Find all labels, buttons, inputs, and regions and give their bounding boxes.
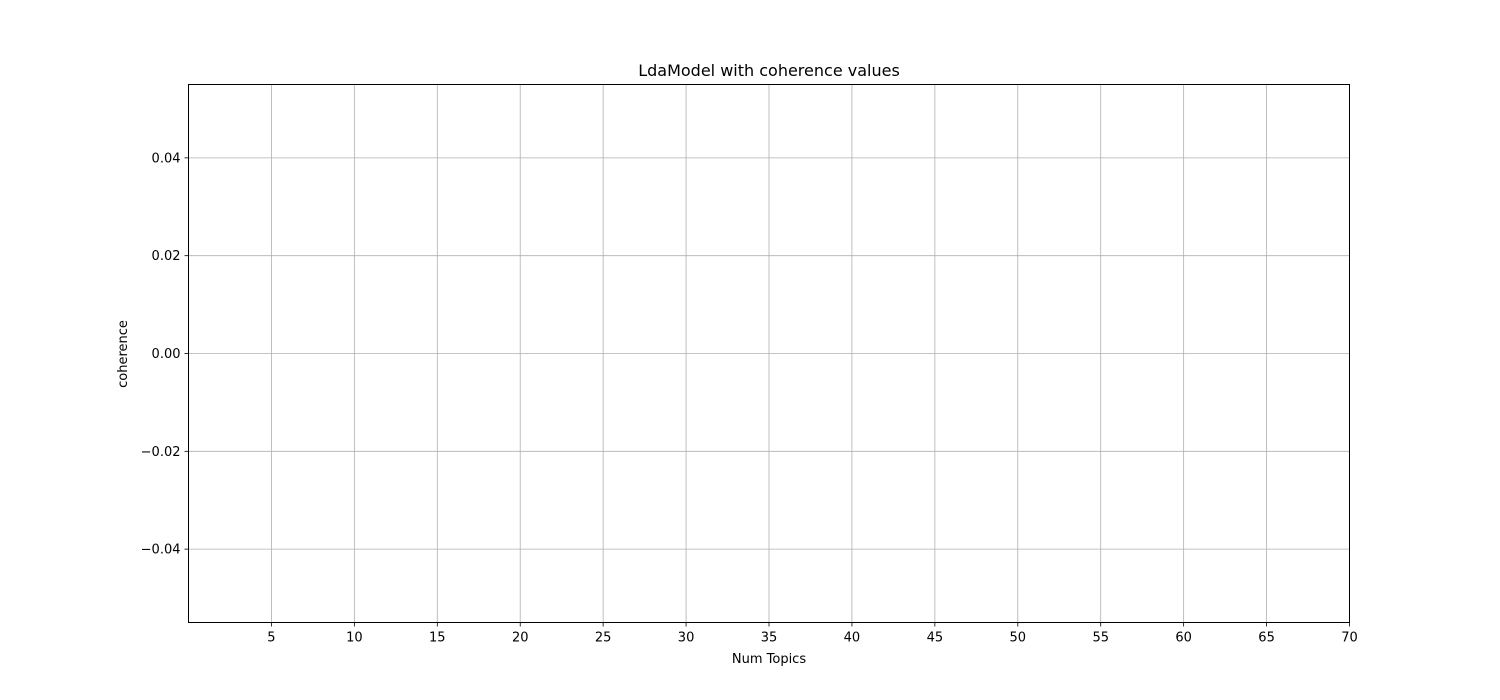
x-tick-label: 10 [346,631,363,646]
x-tick-label: 35 [761,631,778,646]
y-tick-label: −0.04 [141,543,181,558]
x-tick-label: 5 [267,631,275,646]
y-tick-label: 0.00 [152,347,181,362]
ticks-layer: 5 10 15 20 25 30 35 40 45 50 55 60 65 70 −0.04 −0.02 0.0… [141,151,1358,645]
x-tick-label: 25 [595,631,612,646]
x-tick-label: 30 [678,631,695,646]
y-tick-label: −0.02 [141,445,181,460]
x-tick-label: 40 [844,631,861,646]
x-tick-label: 15 [429,631,446,646]
x-tick-label: 20 [512,631,529,646]
y-axis-label: coherence [116,320,131,388]
x-tick-label: 45 [927,631,944,646]
y-tick-label: 0.02 [152,249,181,264]
x-axis-label: Num Topics [732,652,806,667]
x-tick-label: 65 [1258,631,1275,646]
y-tick-label: 0.04 [152,151,181,166]
x-tick-label: 50 [1010,631,1027,646]
chart-title: LdaModel with coherence values [638,61,900,80]
x-tick-label: 55 [1092,631,1109,646]
x-tick-label: 70 [1341,631,1358,646]
x-tick-label: 60 [1175,631,1192,646]
